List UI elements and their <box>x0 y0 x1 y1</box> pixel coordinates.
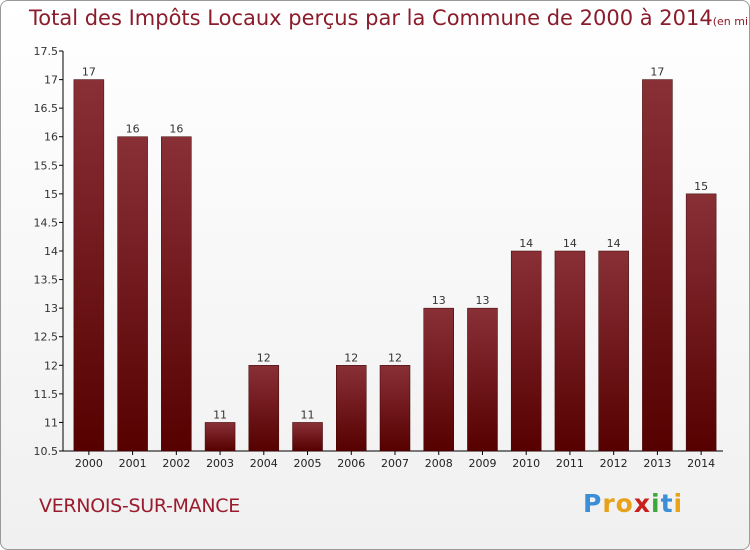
bar-2009 <box>467 307 498 452</box>
data-label: 17 <box>650 66 664 79</box>
x-tick-label: 2006 <box>337 457 365 470</box>
x-tick-label: 2014 <box>687 457 715 470</box>
data-label: 14 <box>519 237 533 250</box>
bar-2003 <box>204 422 236 452</box>
x-tick-label: 2003 <box>206 457 234 470</box>
data-label: 16 <box>126 123 140 136</box>
data-label: 16 <box>169 123 183 136</box>
y-tick-label: 15 <box>44 188 58 201</box>
x-tick-label: 2002 <box>162 457 190 470</box>
y-tick-label: 17.5 <box>34 45 59 58</box>
logo-letter: t <box>660 489 674 518</box>
x-tick-label: 2001 <box>119 457 147 470</box>
bar-2013 <box>642 79 673 452</box>
bars <box>73 79 717 452</box>
logo-letter: P <box>583 489 603 518</box>
x-tick-label: 2000 <box>75 457 103 470</box>
data-label: 13 <box>475 294 489 307</box>
bar-2008 <box>423 307 454 452</box>
bar-2002 <box>161 136 192 452</box>
data-label: 11 <box>301 408 315 421</box>
title-text: Total des Impôts Locaux perçus par la Co… <box>29 6 713 30</box>
bar-2001 <box>117 136 148 452</box>
bar-2010 <box>510 250 542 452</box>
x-tick-label: 2007 <box>381 457 409 470</box>
data-label: 11 <box>213 408 227 421</box>
data-label: 17 <box>82 66 96 79</box>
proxiti-logo: Proxiti <box>583 489 683 518</box>
x-tick-label: 2005 <box>294 457 322 470</box>
x-tick-label: 2012 <box>600 457 628 470</box>
y-tick-label: 14.5 <box>34 216 59 229</box>
logo-letter: o <box>615 489 634 518</box>
axes: 10.5 11 11.5 12 12.5 13 13.5 14 14.5 15 15.5 16 16.5… <box>34 45 723 470</box>
unit-label: (en milliers d'€) <box>712 15 749 28</box>
y-tick-label: 15.5 <box>34 159 59 172</box>
bar-2004 <box>248 365 280 452</box>
y-tick-label: 13 <box>44 302 58 315</box>
x-tick-label: 2004 <box>250 457 278 470</box>
data-label: 12 <box>344 351 358 364</box>
logo-letter: i <box>651 489 661 518</box>
x-tick-label: 2008 <box>425 457 453 470</box>
chart-title: Total des Impôts Locaux perçus par la Co… <box>29 6 749 30</box>
bar-2006 <box>336 365 367 452</box>
y-tick-label: 14 <box>44 245 58 258</box>
data-labels: 17 16 16 11 12 11 12 12 13 13 14 14 14 17 15 <box>82 66 708 422</box>
logo-letter: x <box>633 489 651 518</box>
data-label: 12 <box>388 351 402 364</box>
logo-letter: r <box>602 489 616 518</box>
x-tick-label: 2010 <box>512 457 540 470</box>
bar-2000 <box>73 79 105 452</box>
y-tick-label: 11.5 <box>34 388 59 401</box>
y-tick-label: 17 <box>44 74 58 87</box>
bar-2007 <box>379 365 411 452</box>
data-label: 15 <box>694 180 708 193</box>
y-tick-label: 11 <box>44 416 58 429</box>
x-tick-label: 2011 <box>556 457 584 470</box>
y-tick-label: 16.5 <box>34 102 59 115</box>
y-tick-label: 13.5 <box>34 274 59 287</box>
logo-letter: i <box>673 489 684 518</box>
x-tick-label: 2009 <box>468 457 496 470</box>
y-tick-label: 16 <box>44 131 58 144</box>
bar-2014 <box>685 193 717 452</box>
commune-name: VERNOIS-SUR-MANCE <box>39 495 240 517</box>
y-tick-label: 12 <box>44 359 58 372</box>
data-label: 12 <box>257 351 271 364</box>
bar-2005 <box>292 422 323 452</box>
data-label: 14 <box>563 237 577 250</box>
bar-2012 <box>598 250 629 452</box>
bar-2011 <box>554 250 586 452</box>
y-tick-label: 12.5 <box>34 331 59 344</box>
y-tick-label: 10.5 <box>34 445 59 458</box>
x-tick-label: 2013 <box>643 457 671 470</box>
data-label: 14 <box>607 237 621 250</box>
data-label: 13 <box>432 294 446 307</box>
